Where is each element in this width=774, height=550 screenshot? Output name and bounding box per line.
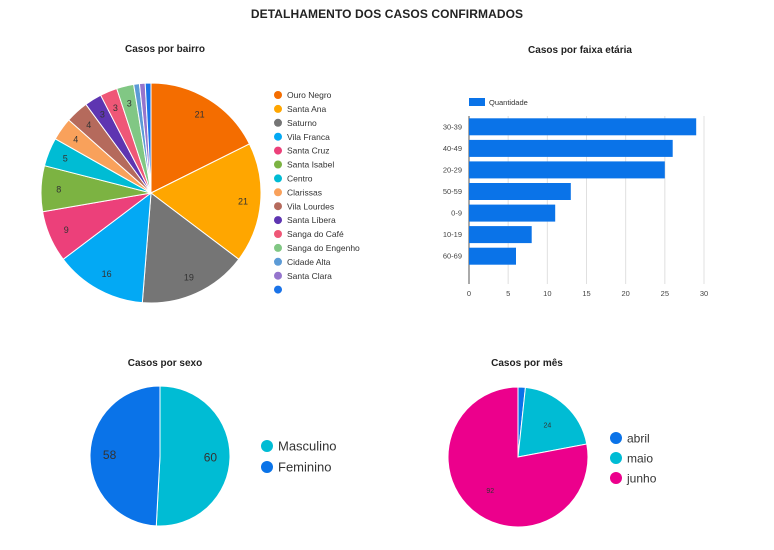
bairro-legend-label: Sanga do Café [287,229,344,239]
bairro-legend-marker [274,146,282,155]
bairro-chart-title: Casos por bairro [124,44,206,55]
idade-bar [469,139,673,157]
idade-bar [469,118,697,136]
bairro-legend-label: Santa Isabel [287,160,334,170]
sexo-chart-title: Casos por sexo [127,358,203,369]
bairro-legend-label: Vila Franca [287,132,330,142]
bairro-slice-label: 9 [64,225,69,235]
idade-xtick-label: 5 [506,289,510,298]
idade-category-label: 50-59 [443,187,462,196]
idade-category-label: 20-29 [443,165,462,174]
bairro-legend-marker [274,118,282,127]
idade-xtick-label: 0 [467,289,471,298]
mes-chart-title: Casos por mês [491,358,563,369]
sexo-legend-marker [261,440,273,452]
bairro-slice-label: 21 [195,110,205,120]
bairro-legend-marker [274,160,282,169]
idade-chart-title: Casos por faixa etária [528,45,632,56]
bairro-legend-marker [274,243,282,252]
idade-xtick-label: 30 [700,289,708,298]
mes-legend-label: junho [626,471,657,485]
idade-legend-marker [469,98,485,106]
idade-xtick-label: 10 [543,289,551,298]
bairro-slice-label: 5 [63,154,68,164]
bairro-slice-label: 3 [113,103,118,113]
bairro-legend-label: Santa Líbera [287,215,336,225]
idade-xtick-label: 20 [621,289,629,298]
sexo-slice-label: 60 [204,451,218,465]
bairro-legend-marker [274,188,282,197]
bairro-slice-label: 16 [102,269,112,279]
mes-slice-label: 24 [544,423,552,430]
idade-xtick-label: 15 [582,289,590,298]
bairro-legend-marker [274,216,282,225]
bairro-legend-label: Saturno [287,118,317,128]
bairro-slice [62,191,152,304]
idade-category-label: 60-69 [443,252,462,261]
mes-slice [517,386,588,458]
bairro-slice [150,82,251,194]
mes-legend-label: maio [627,451,653,465]
bairro-legend-marker [274,257,282,266]
idade-bar [469,183,571,200]
idade-category-label: 40-49 [443,144,462,153]
bairro-slice-label: 4 [86,120,91,130]
bairro-legend-label: Sanga do Engenho [287,243,360,253]
mes-legend-label: abril [627,431,650,445]
bairro-legend-marker [274,91,282,99]
bairro-legend-marker [274,132,282,141]
bairro-legend-marker [274,104,282,113]
idade-bar [469,226,532,244]
bairro-legend-label: Santa Cruz [287,146,330,156]
bairro-slice-label: 19 [184,272,194,282]
bairro-legend-label: Clarissas [287,187,322,197]
bairro-slice-label: 3 [100,110,105,120]
sexo-legend-label: Feminino [278,460,331,475]
idade-category-label: 0-9 [451,209,462,218]
bairro-slice-label: 4 [73,134,78,144]
bairro-slice [141,192,240,304]
bairro-legend-marker [274,230,282,238]
bairro-legend-label: Santa Clara [287,271,332,281]
bairro-legend-label: Vila Lourdes [287,201,334,211]
sexo-legend-label: Masculino [278,439,337,454]
bairro-legend-marker [274,285,282,294]
sexo-slice [89,385,161,527]
bairro-legend-marker [274,202,282,211]
bairro-slice [150,143,262,260]
sexo-slice [155,385,231,527]
idade-category-label: 30-39 [443,122,462,131]
idade-bar [469,247,516,265]
mes-legend-marker [610,472,622,484]
idade-bar [469,161,665,179]
sexo-slice-label: 58 [103,448,117,462]
mes-legend-marker [610,452,622,464]
idade-xtick-label: 25 [661,289,669,298]
idade-category-label: 10-19 [443,230,462,239]
bairro-slice [144,82,152,194]
mes-slice [447,386,589,528]
bairro-legend-label: Centro [287,173,313,183]
sexo-legend-marker [261,461,273,473]
bairro-legend-label: Ouro Negro [287,90,332,100]
idade-legend-label: Quantidade [489,98,528,107]
bairro-slice-label: 8 [56,185,61,195]
bairro-legend-label: Cidade Alta [287,257,331,267]
page-title: DETALHAMENTO DOS CASOS CONFIRMADOS [250,7,524,21]
bairro-slice-label: 21 [238,197,248,207]
bairro-slice-label: 3 [127,98,132,108]
mes-legend-marker [610,432,622,444]
bairro-legend-marker [274,174,282,183]
bairro-legend-label: Santa Ana [287,104,327,114]
bairro-legend-marker [274,271,282,280]
idade-bar [469,204,556,222]
mes-slice-label: 92 [486,488,494,495]
